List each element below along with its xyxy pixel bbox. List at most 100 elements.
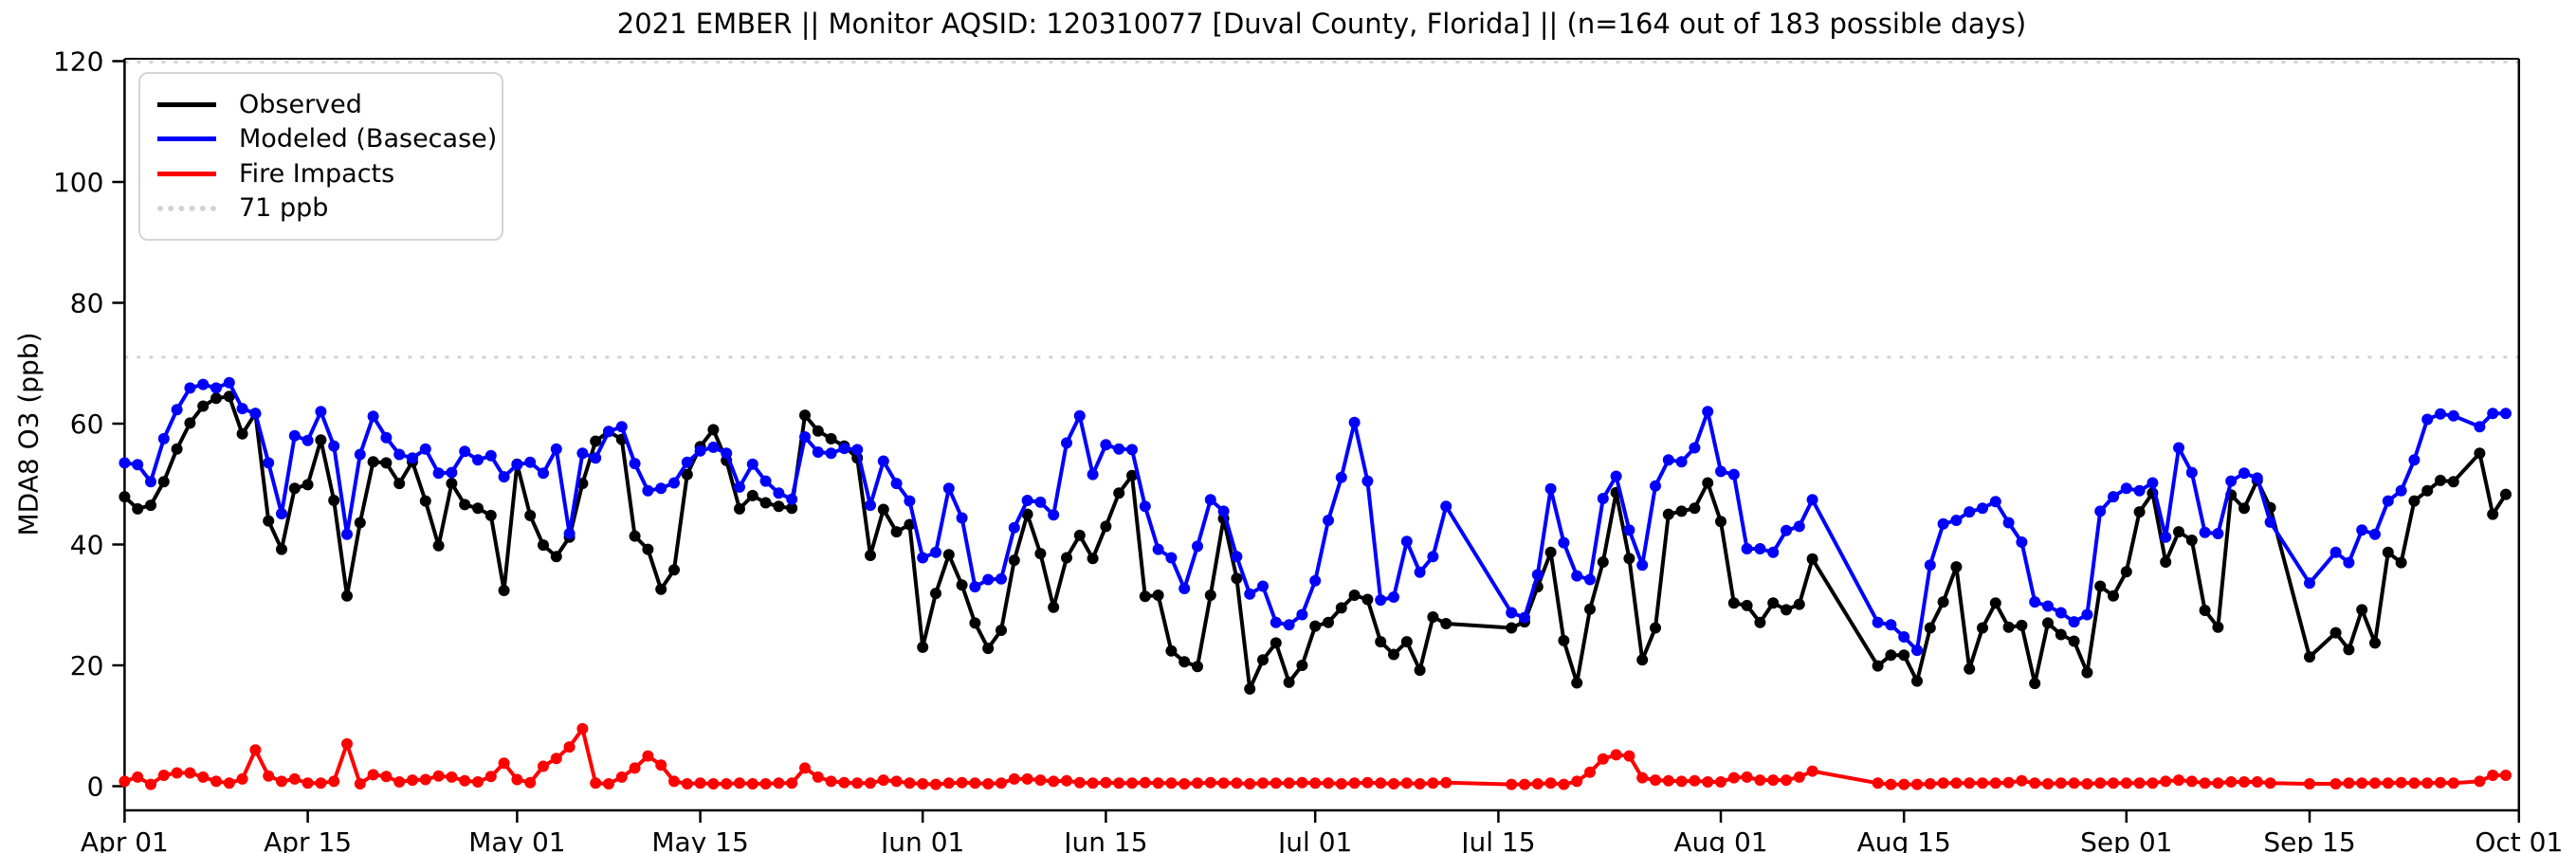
series-marker-modeled-basecase-: [2081, 608, 2093, 621]
series-marker-modeled-basecase-: [1257, 580, 1269, 592]
series-marker-modeled-basecase-: [1584, 573, 1596, 586]
series-marker-modeled-basecase-: [1021, 495, 1033, 506]
series-marker-observed: [2238, 502, 2250, 515]
series-marker-fire-impacts: [354, 778, 366, 789]
series-marker-observed: [942, 549, 955, 561]
series-marker-modeled-basecase-: [2500, 408, 2512, 420]
series-marker-modeled-basecase-: [380, 431, 393, 444]
series-marker-modeled-basecase-: [2147, 477, 2159, 489]
series-marker-observed: [2173, 526, 2184, 538]
series-marker-observed: [2474, 447, 2486, 460]
series-marker-modeled-basecase-: [301, 434, 314, 446]
series-marker-fire-impacts: [1309, 777, 1322, 789]
series-marker-fire-impacts: [1113, 777, 1125, 789]
series-marker-observed: [538, 539, 549, 552]
series-marker-modeled-basecase-: [1702, 406, 1714, 418]
series-marker-modeled-basecase-: [1727, 468, 1740, 481]
series-marker-observed: [2002, 621, 2015, 633]
series-marker-fire-impacts: [2435, 776, 2446, 789]
series-marker-modeled-basecase-: [576, 447, 589, 460]
series-marker-fire-impacts: [996, 777, 1007, 789]
series-marker-observed: [1400, 636, 1413, 648]
series-marker-observed: [432, 539, 445, 552]
series-marker-fire-impacts: [890, 775, 903, 788]
legend-label: Modeled (Basecase): [239, 124, 498, 154]
series-marker-fire-impacts: [380, 771, 393, 783]
series-marker-fire-impacts: [1989, 777, 2001, 789]
series-marker-observed: [367, 456, 379, 468]
series-marker-modeled-basecase-: [1217, 505, 1230, 517]
series-marker-modeled-basecase-: [367, 410, 379, 423]
series-marker-modeled-basecase-: [681, 456, 693, 468]
series-marker-observed: [1977, 622, 1988, 634]
series-marker-observed: [263, 515, 275, 527]
series-marker-fire-impacts: [1964, 777, 1976, 789]
series-marker-fire-impacts: [1139, 776, 1151, 789]
series-marker-modeled-basecase-: [2238, 467, 2250, 480]
series-marker-modeled-basecase-: [524, 456, 537, 468]
series-marker-observed: [1073, 529, 1086, 541]
series-marker-fire-impacts: [1178, 778, 1191, 789]
series-marker-fire-impacts: [1244, 778, 1256, 789]
series-marker-observed: [380, 457, 393, 469]
series-marker-observed: [1741, 599, 1753, 611]
series-marker-fire-impacts: [1008, 772, 1020, 785]
series-marker-observed: [2055, 628, 2067, 641]
series-marker-fire-impacts: [812, 771, 824, 783]
series-marker-modeled-basecase-: [2304, 577, 2315, 590]
series-marker-observed: [1715, 516, 1726, 528]
series-marker-observed: [799, 409, 811, 422]
x-tick-label: May 01: [468, 826, 565, 853]
series-marker-observed: [2108, 590, 2119, 602]
series-marker-modeled-basecase-: [759, 475, 772, 487]
series-marker-fire-impacts: [1506, 778, 1518, 790]
fire-line-swatch: [157, 171, 216, 176]
series-marker-fire-impacts: [2304, 778, 2315, 789]
series-marker-fire-impacts: [2173, 774, 2184, 787]
series-marker-observed: [1937, 596, 1949, 608]
series-marker-fire-impacts: [799, 762, 811, 774]
series-marker-modeled-basecase-: [1781, 524, 1792, 536]
series-marker-fire-impacts: [2081, 778, 2093, 789]
series-marker-fire-impacts: [1531, 778, 1544, 789]
series-marker-fire-impacts: [1087, 777, 1099, 789]
series-marker-fire-impacts: [721, 778, 733, 789]
series-marker-fire-impacts: [1727, 771, 1740, 784]
series-marker-modeled-basecase-: [1204, 494, 1216, 506]
series-marker-modeled-basecase-: [171, 404, 183, 416]
y-tick-label: 120: [53, 46, 103, 78]
series-marker-fire-impacts: [2251, 776, 2263, 788]
x-tick-label: Aug 15: [1857, 826, 1951, 853]
series-marker-modeled-basecase-: [2356, 524, 2368, 536]
series-marker-modeled-basecase-: [1375, 594, 1387, 607]
series-marker-observed: [1506, 622, 1518, 634]
series-marker-fire-impacts: [2225, 776, 2238, 788]
series-marker-observed: [1270, 637, 1282, 649]
series-marker-fire-impacts: [2016, 774, 2028, 787]
series-marker-observed: [341, 590, 353, 602]
series-marker-fire-impacts: [2474, 775, 2486, 788]
series-marker-fire-impacts: [223, 777, 235, 789]
series-marker-observed: [1989, 597, 2001, 609]
series-marker-modeled-basecase-: [1885, 619, 1897, 631]
series-marker-modeled-basecase-: [1139, 500, 1151, 513]
series-marker-fire-impacts: [1675, 775, 1688, 788]
series-marker-modeled-basecase-: [1610, 470, 1622, 482]
series-marker-observed: [1885, 649, 1897, 662]
series-marker-fire-impacts: [2147, 777, 2159, 789]
series-marker-observed: [459, 499, 471, 511]
series-marker-modeled-basecase-: [1231, 551, 1243, 563]
series-marker-fire-impacts: [1257, 777, 1269, 789]
series-marker-modeled-basecase-: [1650, 480, 1661, 492]
series-marker-observed: [590, 435, 602, 447]
series-marker-fire-impacts: [171, 767, 183, 779]
legend-label: Observed: [239, 89, 362, 119]
series-marker-observed: [655, 583, 667, 595]
series-marker-fire-impacts: [446, 771, 458, 783]
series-marker-modeled-basecase-: [1924, 559, 1936, 572]
series-marker-fire-impacts: [1152, 777, 1164, 789]
series-marker-modeled-basecase-: [942, 482, 955, 495]
series-marker-fire-impacts: [1584, 766, 1596, 778]
legend-item-observed: Observed: [157, 87, 484, 122]
